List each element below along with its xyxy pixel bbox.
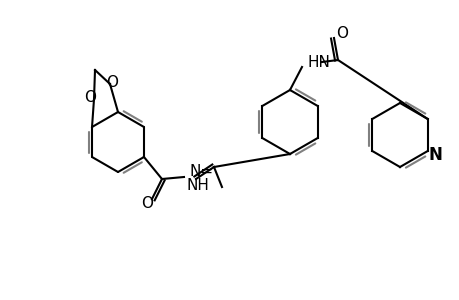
Text: N: N [428, 146, 442, 164]
Text: O: O [140, 196, 153, 211]
Text: HN: HN [308, 55, 330, 70]
Text: O: O [84, 89, 96, 104]
Text: NH: NH [186, 178, 209, 193]
Text: O: O [335, 26, 347, 40]
Text: N=: N= [190, 164, 213, 178]
Text: O: O [106, 74, 118, 89]
